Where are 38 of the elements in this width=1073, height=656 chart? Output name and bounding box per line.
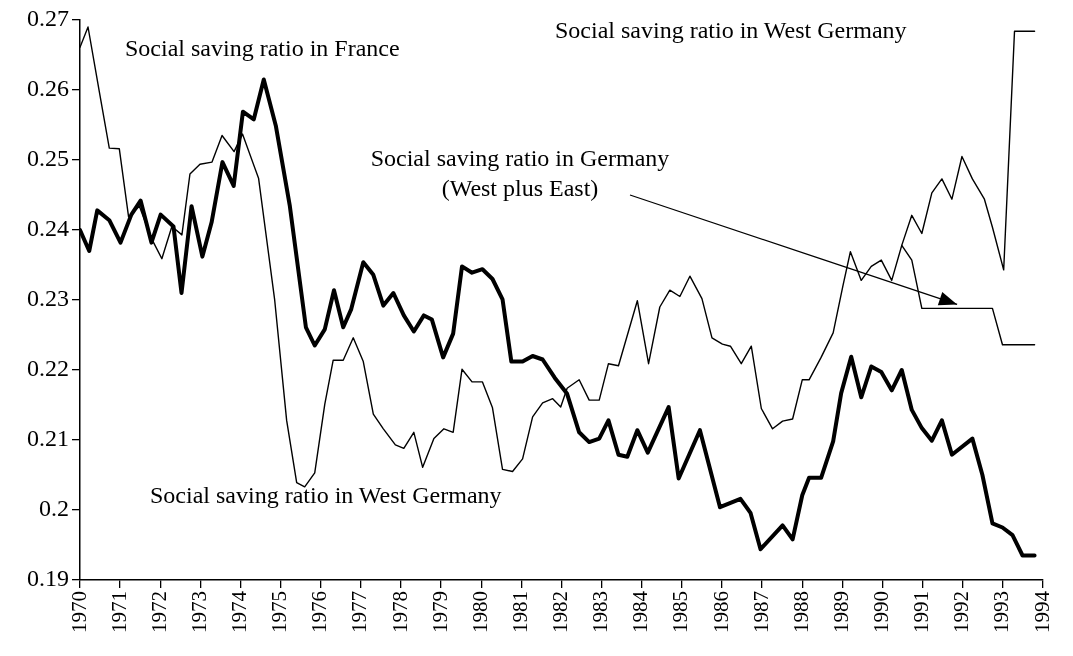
x-tick-label: 1974 <box>227 590 252 633</box>
x-tick-label: 1987 <box>748 591 773 633</box>
x-tick-label: 1983 <box>588 591 613 633</box>
y-tick-label: 0.19 <box>27 565 69 592</box>
x-tick-label: 1982 <box>548 591 573 633</box>
x-tick-label: 1990 <box>869 591 894 633</box>
x-tick-label: 1993 <box>989 591 1014 633</box>
x-tick-label: 1972 <box>146 591 171 633</box>
x-tick-label: 1989 <box>828 591 853 633</box>
x-tick-label: 1971 <box>106 591 131 633</box>
x-tick-label: 1985 <box>668 591 693 633</box>
y-tick-label: 0.27 <box>27 5 69 32</box>
x-tick-label: 1978 <box>387 591 412 633</box>
y-tick-label: 0.25 <box>27 145 69 172</box>
series-label: Social saving ratio in West Germany <box>150 482 502 509</box>
y-tick-label: 0.21 <box>27 425 69 452</box>
x-tick-label: 1970 <box>66 591 91 633</box>
x-tick-label: 1992 <box>949 591 974 633</box>
x-tick-label: 1980 <box>467 591 492 633</box>
x-tick-label: 1981 <box>507 591 532 633</box>
annotation: Social saving ratio in West Germany <box>555 17 907 44</box>
x-tick-label: 1977 <box>347 591 372 633</box>
x-tick-label: 1994 <box>1029 590 1054 633</box>
y-tick-label: 0.22 <box>27 355 69 382</box>
x-tick-label: 1975 <box>267 591 292 633</box>
series-label: Social saving ratio in France <box>125 35 400 62</box>
x-tick-label: 1988 <box>788 591 813 633</box>
x-tick-label: 1976 <box>307 591 332 633</box>
y-tick-label: 0.23 <box>27 285 69 312</box>
x-tick-label: 1986 <box>708 591 733 633</box>
y-tick-label: 0.24 <box>27 215 69 242</box>
text: Social saving ratio in Germany (West plus East) <box>370 145 670 202</box>
y-tick-label: 0.2 <box>39 495 69 522</box>
x-tick-label: 1984 <box>628 590 653 633</box>
y-tick-label: 0.26 <box>27 75 69 102</box>
x-tick-label: 1979 <box>427 591 452 633</box>
x-tick-label: 1973 <box>186 591 211 633</box>
x-tick-label: 1991 <box>909 591 934 633</box>
